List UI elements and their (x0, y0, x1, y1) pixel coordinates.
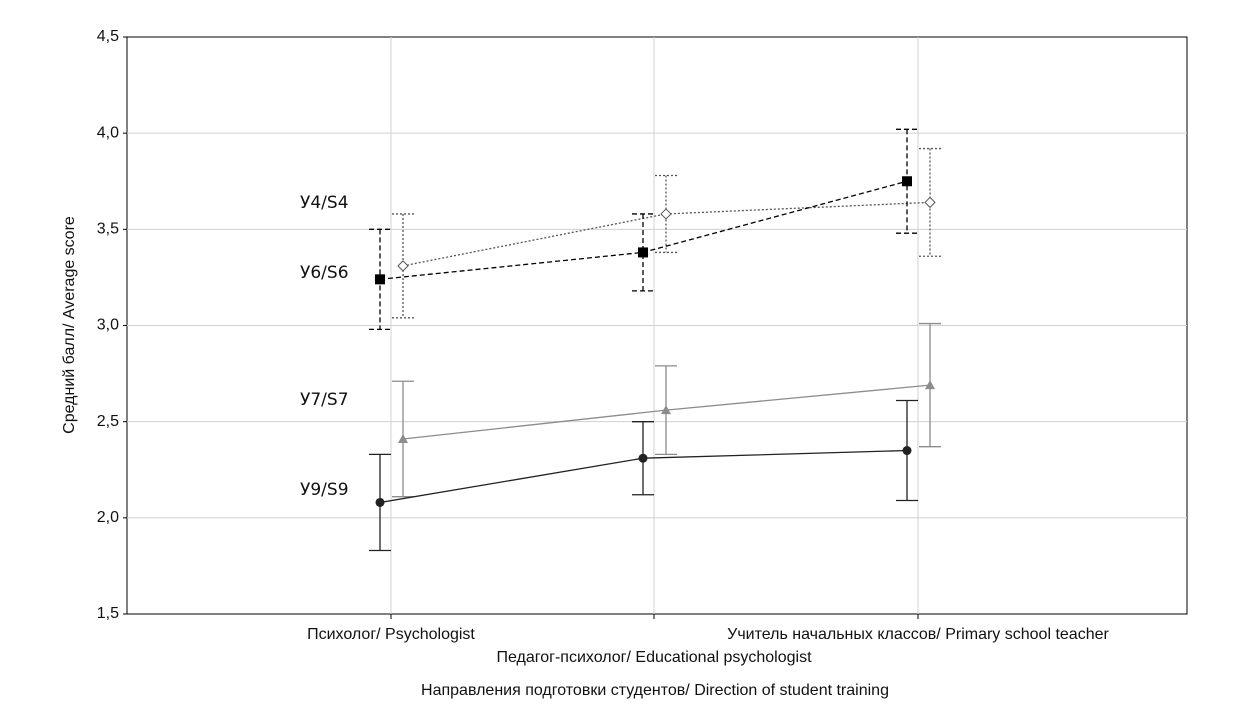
y-tick-label: 4,0 (97, 124, 119, 141)
marker (397, 260, 409, 272)
marker (902, 176, 912, 187)
error-bar (632, 213, 654, 292)
marker (638, 453, 648, 463)
series-label: У4/S4 (300, 193, 349, 213)
error-bar (392, 213, 414, 319)
y-tick-label: 3,5 (97, 221, 119, 238)
series-label: У9/S9 (300, 480, 349, 500)
marker (902, 446, 912, 456)
y-tick-label: 2,5 (97, 413, 119, 430)
y-tick-label: 3,0 (97, 317, 119, 334)
y-tick-label: 4,5 (97, 28, 119, 45)
marker (661, 405, 671, 415)
y-tick-label: 2,0 (97, 509, 119, 526)
marker (375, 274, 385, 285)
marker (638, 247, 648, 258)
x-axis-label: Направления подготовки студентов/ Direct… (421, 682, 889, 699)
series-label: У6/S6 (300, 263, 349, 283)
y-tick-label: 1,5 (97, 605, 119, 622)
error-bar (655, 174, 677, 254)
marker (398, 433, 408, 443)
x-tick-label: Педагог-психолог/ Educational psychologi… (496, 649, 812, 666)
marker (925, 380, 935, 390)
series-label: У7/S7 (300, 390, 349, 410)
marker (924, 196, 936, 209)
marker (660, 208, 672, 220)
x-tick-label: Учитель начальных классов/ Primary schoo… (727, 626, 1109, 643)
y-axis-label: Средний балл/ Average score (61, 216, 78, 434)
marker (375, 497, 385, 507)
x-tick-label: Психолог/ Psychologist (307, 626, 475, 643)
